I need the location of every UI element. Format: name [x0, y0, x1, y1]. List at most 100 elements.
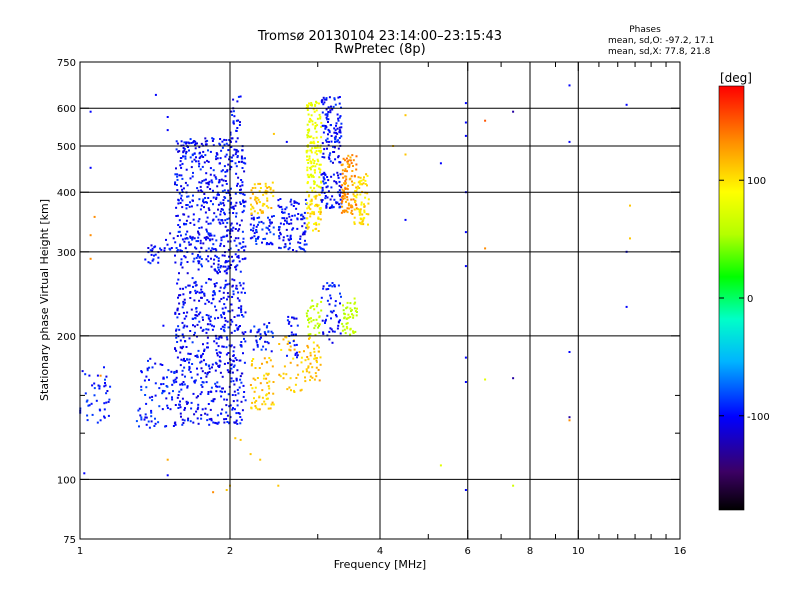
echo-point [241, 149, 244, 152]
echo-point [317, 230, 320, 232]
echo-point [253, 397, 255, 400]
chart-subtitle: RwPretec (8p) [334, 42, 425, 57]
echo-point [319, 218, 322, 221]
echo-point [147, 261, 150, 264]
echo-point [144, 416, 147, 419]
echo-point [208, 238, 211, 241]
echo-point [186, 402, 189, 405]
echo-point [233, 383, 236, 386]
echo-point [188, 284, 191, 287]
echo-point [192, 421, 195, 424]
echo-point [249, 237, 252, 240]
echo-point [145, 375, 148, 378]
echo-point [206, 419, 209, 422]
echo-point [329, 294, 332, 297]
echo-point [176, 178, 179, 181]
echo-point [224, 319, 227, 322]
echo-point [208, 367, 211, 370]
echo-point [262, 377, 265, 380]
echo-point [179, 412, 182, 415]
echo-point [168, 392, 171, 395]
echo-point [312, 319, 315, 322]
echo-point [213, 398, 216, 401]
echo-point [338, 184, 341, 187]
echo-point [312, 137, 315, 140]
stats-header: Phases [629, 25, 661, 35]
echo-point [225, 192, 228, 194]
echo-point [241, 230, 244, 233]
echo-point [182, 359, 185, 362]
echo-point [251, 401, 254, 404]
echo-point [318, 379, 321, 382]
echo-point [240, 372, 243, 375]
echo-point [346, 196, 349, 199]
echo-point [93, 387, 96, 390]
echo-point [218, 193, 220, 196]
echo-point [230, 166, 233, 168]
echo-point [198, 260, 201, 263]
echo-point [339, 302, 341, 305]
echo-point [197, 230, 199, 233]
echo-point [235, 172, 238, 175]
echo-point [349, 307, 352, 310]
echo-point [217, 365, 220, 368]
echo-point [157, 256, 160, 259]
echo-point [210, 234, 213, 237]
echo-point [302, 215, 305, 218]
echo-point [185, 150, 188, 153]
echo-point [223, 317, 226, 320]
echo-point [193, 281, 196, 284]
echo-point [139, 414, 142, 417]
echo-point [174, 173, 177, 176]
echo-point [285, 217, 288, 220]
echo-point [178, 294, 180, 297]
echo-point [255, 200, 258, 203]
echo-point [182, 293, 185, 296]
echo-point [325, 108, 328, 111]
echo-point [227, 248, 230, 251]
echo-point [209, 320, 212, 323]
echo-point [484, 378, 487, 381]
echo-point [198, 152, 201, 155]
echo-point [202, 156, 205, 158]
echo-point [218, 180, 221, 183]
echo-point [310, 305, 313, 308]
echo-point [318, 324, 320, 327]
echo-point [181, 382, 184, 385]
echo-point [231, 284, 234, 287]
echo-point [308, 194, 311, 197]
echo-point [329, 152, 332, 155]
echo-point [230, 331, 233, 334]
echo-point [239, 325, 241, 327]
echo-point [174, 423, 177, 426]
echo-point [306, 309, 309, 312]
echo-point [192, 318, 194, 320]
echo-point [198, 181, 201, 184]
echo-point [350, 209, 353, 212]
echo-point [232, 380, 235, 383]
echo-point [303, 233, 306, 236]
echo-point [205, 331, 208, 334]
echo-point [332, 105, 335, 108]
echo-point [254, 240, 257, 243]
echo-point [226, 169, 229, 172]
echo-point [207, 403, 210, 405]
echo-point [191, 237, 194, 240]
echo-point [272, 233, 275, 236]
echo-point [223, 323, 226, 326]
echo-point [178, 328, 181, 331]
echo-point [319, 146, 322, 149]
echo-point [149, 357, 152, 360]
echo-point [232, 400, 235, 403]
echo-point [220, 265, 222, 268]
echo-point [311, 376, 314, 379]
echo-point [103, 402, 106, 405]
echo-point [254, 405, 257, 408]
echo-point [278, 206, 281, 209]
echo-point [183, 298, 186, 301]
echo-point [237, 291, 240, 294]
echo-point [298, 351, 301, 353]
echo-point [285, 373, 288, 376]
echo-point [279, 233, 282, 236]
